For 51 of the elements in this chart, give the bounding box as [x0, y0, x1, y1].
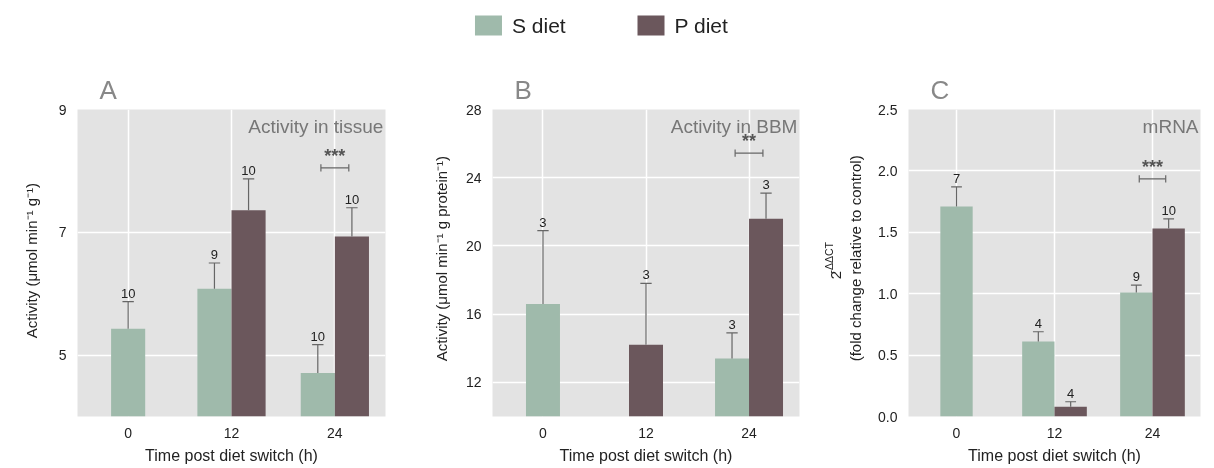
- y-tick-label: 2.0: [878, 162, 898, 179]
- annotation: 9: [210, 247, 219, 262]
- x-tick-label: 24: [1144, 424, 1161, 441]
- y-tick-label: 5: [58, 347, 67, 364]
- y-tick-label: 28: [465, 101, 482, 118]
- y-tick-label: 7: [58, 224, 67, 241]
- annotation: 3: [762, 177, 770, 193]
- x-axis-title: Time post diet switch (h): [968, 446, 1141, 464]
- y-tick-label: 9: [58, 101, 67, 118]
- y-axis-title: Activity (μmol min⁻¹ g protein⁻¹): [433, 155, 450, 362]
- x-axis-title: Time post diet switch (h): [145, 446, 318, 464]
- annotation: ***: [1141, 156, 1163, 177]
- annotation: mRNA: [1142, 115, 1199, 137]
- annotation: ***: [324, 145, 346, 166]
- annotation: 3: [642, 267, 650, 283]
- chart-title: B: [514, 74, 532, 105]
- y-axis-title: Activity (μmol min⁻¹ g⁻¹): [23, 182, 40, 339]
- y-tick-label: 0.5: [878, 347, 898, 364]
- annotation: 9: [1132, 269, 1140, 285]
- x-tick-label: 0: [124, 424, 133, 441]
- legend-label: S diet: [511, 14, 566, 37]
- x-tick-label: 0: [952, 424, 961, 441]
- x-tick-label: 12: [638, 424, 654, 441]
- y-tick-label: 12: [465, 374, 482, 391]
- chart-title: C: [930, 74, 950, 105]
- x-tick-label: 0: [539, 424, 548, 441]
- legend-label: P diet: [674, 14, 728, 37]
- y-tick-label: 24: [465, 169, 482, 186]
- x-tick-label: 24: [741, 424, 758, 441]
- x-axis-title: Time post diet switch (h): [559, 446, 733, 464]
- x-tick-label: 24: [327, 424, 343, 441]
- annotation: 4: [1034, 315, 1042, 331]
- annotation: 10: [1161, 202, 1176, 218]
- annotation: 10: [310, 328, 326, 344]
- y-tick-label: 20: [465, 237, 482, 254]
- x-tick-label: 12: [1046, 424, 1063, 441]
- y-tick-label: 16: [465, 306, 482, 323]
- annotation: 3: [539, 214, 547, 230]
- y-tick-label: 1.5: [878, 224, 898, 241]
- x-tick-label: 12: [223, 424, 240, 441]
- y-tick-label: 2.5: [878, 101, 898, 118]
- y-tick-label: 1.0: [878, 285, 898, 302]
- annotation: 10: [241, 162, 256, 178]
- chart-title: A: [99, 74, 118, 105]
- annotation: Activity in tissue: [248, 115, 384, 137]
- annotation: 10: [120, 285, 136, 301]
- y-tick-label: 0.0: [878, 408, 898, 425]
- annotation: 10: [344, 191, 360, 207]
- annotation: 3: [728, 316, 736, 332]
- annotation: 4: [1067, 385, 1075, 401]
- annotation: 7: [952, 170, 961, 186]
